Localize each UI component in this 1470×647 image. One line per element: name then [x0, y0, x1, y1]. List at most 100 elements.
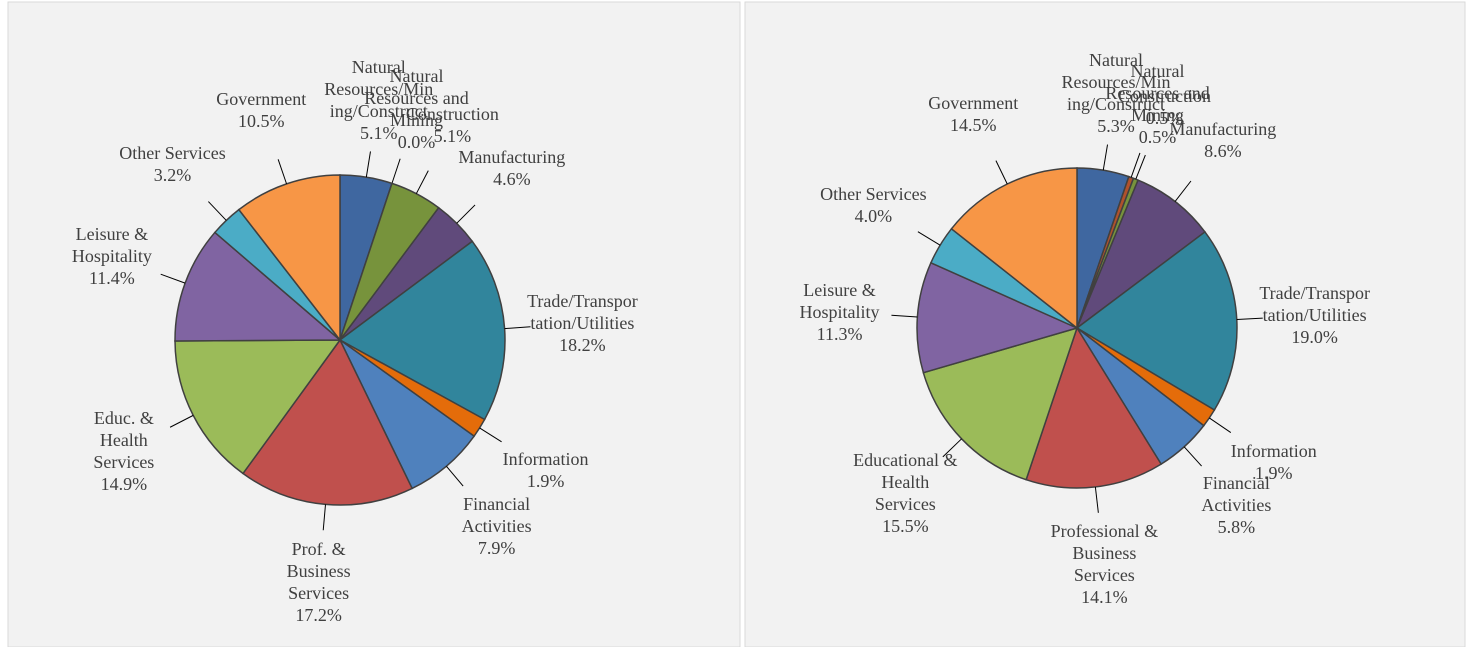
slice-label-box: Trade/Transportation/Utilities 18.2% — [520, 268, 644, 378]
leader-line — [1174, 180, 1192, 202]
category-label: Other Services — [119, 142, 226, 163]
leader-line — [891, 314, 918, 318]
slice-label-box: Natural Resources/Mining/Construct 5.3% — [1054, 38, 1178, 148]
leader-line — [415, 170, 429, 194]
value-label: 5.3% — [1097, 116, 1135, 137]
slice-label-box: Trade/Transportation/Utilities 19.0% — [1253, 260, 1377, 370]
category-label: Financial Activities — [1201, 472, 1272, 515]
pie-slice — [1075, 179, 1207, 331]
slice-label-box: Leisure & Hospitality 11.4% — [50, 201, 174, 311]
slice-label-box: Natural Resources and Mining 0.0% — [355, 54, 479, 164]
leader-line — [456, 204, 476, 224]
value-label: 7.9% — [477, 537, 516, 558]
leader-line — [169, 414, 194, 428]
slice-label-box: Manufacturing 8.6% — [1161, 85, 1285, 195]
category-label: Financial Activities — [461, 493, 532, 536]
value-label: 3.2% — [153, 164, 192, 185]
slice-label-box: Natural Resources and Mining 0.5% — [1096, 49, 1220, 159]
value-label: 4.6% — [493, 169, 531, 190]
value-label: 19.0% — [1291, 327, 1338, 348]
leader-line — [1183, 446, 1202, 467]
category-label: Natural Resources and Mining — [1105, 61, 1210, 126]
leader-line — [1094, 486, 1099, 513]
category-label: Educational & Health Services — [853, 449, 958, 514]
category-label: Government — [928, 92, 1019, 113]
category-label: Trade/Transportation/Utilities — [527, 291, 638, 334]
pie-slice — [237, 174, 341, 343]
value-label: 8.6% — [1204, 140, 1242, 161]
slice-label-box: Government 10.5% — [199, 55, 323, 165]
leader-line — [1130, 152, 1141, 178]
slice-label-box: Educational & Health Services 15.5% — [843, 438, 967, 548]
value-label: 14.1% — [1081, 587, 1128, 608]
pie-slice — [174, 339, 342, 475]
leader-line — [995, 160, 1008, 185]
leader-line — [277, 159, 288, 185]
value-label: 11.3% — [816, 323, 863, 344]
slice-label-box: Government 14.5% — [911, 59, 1035, 169]
category-label: Information — [1230, 440, 1317, 461]
leader-line — [504, 326, 531, 330]
value-label: 5.1% — [433, 125, 472, 146]
value-label: 0.5% — [1145, 107, 1184, 128]
leader-line — [365, 151, 371, 178]
value-label: 18.2% — [559, 335, 606, 356]
category-label: Construction — [405, 103, 499, 124]
slice-label-box: Educ. & Health Services 14.9% — [62, 396, 186, 506]
category-label: Natural Resources/Mining/Construct — [1061, 50, 1171, 115]
category-label: Natural Resources and Mining — [364, 66, 469, 131]
value-label: 14.5% — [950, 114, 997, 135]
value-label: 0.0% — [397, 132, 436, 153]
slice-label-box: Professional & Business Services 14.1% — [1042, 509, 1166, 619]
slice-label-box: Natural Resources/Mining/Construct 5.1% — [317, 45, 441, 155]
value-label: 10.5% — [238, 111, 285, 132]
pie-slice — [922, 326, 1079, 481]
slice-label-box: Construction 0.5% — [1102, 52, 1226, 162]
value-label: 4.0% — [854, 205, 893, 226]
slice-label-box: Information 1.9% — [484, 415, 608, 525]
leader-line — [391, 158, 401, 184]
value-label: 0.5% — [1138, 127, 1177, 148]
slice-label-box: Information 1.9% — [1212, 407, 1336, 517]
slice-label-box: Leisure & Hospitality 11.3% — [778, 257, 902, 367]
leader-line — [1102, 144, 1109, 171]
value-label: 1.9% — [1255, 462, 1293, 483]
pie-slice — [1075, 230, 1238, 412]
slice-label-box: Other Services 4.0% — [811, 150, 935, 260]
leader-line — [1135, 154, 1146, 180]
slice-label-box: Prof. & Business Services 17.2% — [257, 527, 381, 637]
category-label: Leisure & Hospitality — [71, 224, 152, 267]
category-label: Manufacturing — [458, 147, 566, 168]
leader-line — [1209, 417, 1232, 434]
leader-line — [445, 465, 464, 487]
value-label: 1.9% — [526, 470, 565, 491]
category-label: Leisure & Hospitality — [799, 279, 880, 322]
category-label: Manufacturing — [1169, 118, 1277, 139]
category-label: Other Services — [820, 183, 927, 204]
category-label: Educ. & Health Services — [93, 407, 155, 472]
category-label: Government — [216, 89, 307, 110]
category-label: Natural Resources/Mining/Construct — [324, 57, 434, 122]
slice-label-box: Other Services 3.2% — [111, 109, 235, 219]
slice-label-box: Construction 5.1% — [390, 70, 514, 180]
